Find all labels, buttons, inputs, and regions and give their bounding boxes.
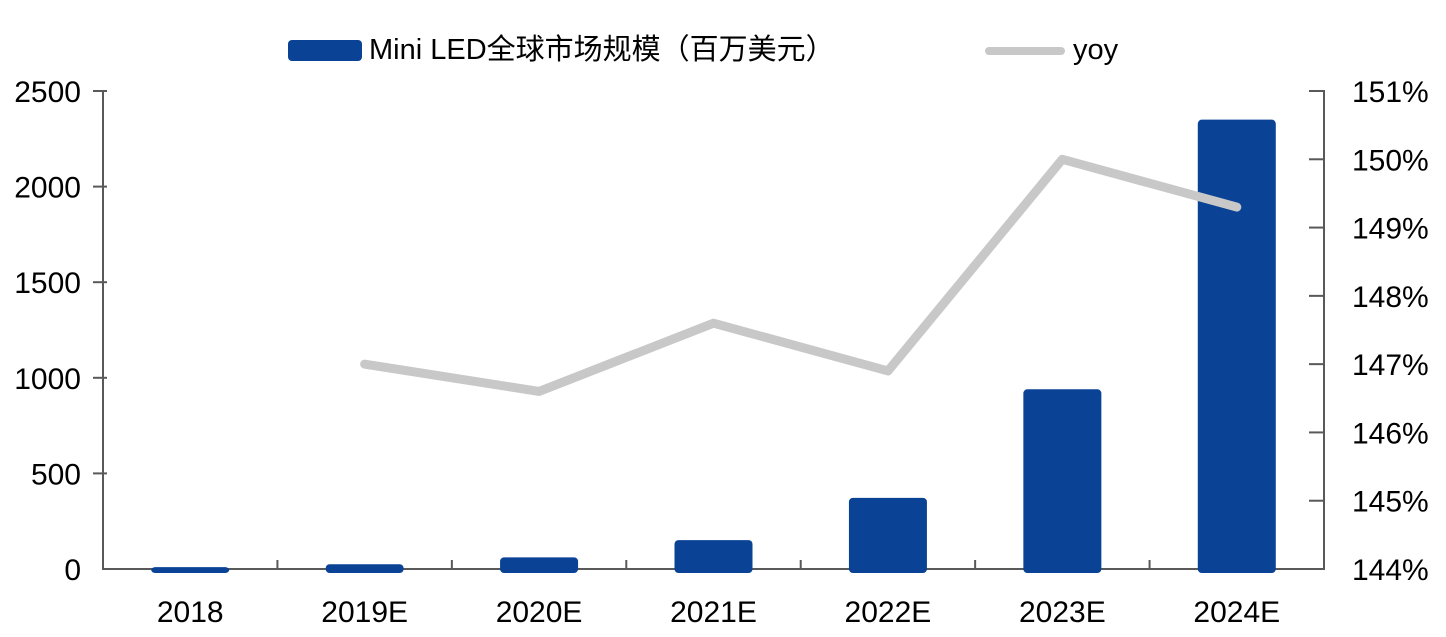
x-axis-label: 2024E (1193, 596, 1280, 629)
x-axis-label: 2020E (496, 596, 583, 629)
x-axis-label: 2019E (321, 596, 408, 629)
x-axis-label: 2018 (157, 596, 224, 629)
x-axis-label: 2023E (1019, 596, 1106, 629)
bar-2023E (1023, 389, 1102, 573)
bar-series-swatch (288, 40, 362, 61)
line-series-swatch (985, 46, 1065, 55)
legend-item-market-size: Mini LED全球市场规模（百万美元） (288, 36, 835, 65)
legend-item-yoy: yoy (985, 36, 1118, 65)
yoy-line (360, 154, 1242, 396)
line-series-label: yoy (1073, 34, 1119, 66)
left-axis-tick-label: 1000 (14, 363, 81, 396)
bar-2018 (151, 567, 230, 573)
right-axis-tick-label: 151% (1352, 76, 1429, 109)
bar-series-label: Mini LED全球市场规模（百万美元） (369, 34, 835, 66)
x-axis-label: 2022E (845, 596, 932, 629)
x-axis-label: 2021E (670, 596, 757, 629)
bar-2020E (500, 557, 579, 573)
left-axis-tick-label: 1500 (14, 267, 81, 300)
right-axis-tick-label: 148% (1352, 281, 1429, 314)
left-axis-tick-label: 0 (64, 554, 81, 587)
bar-2021E (674, 540, 753, 573)
right-axis-tick-label: 150% (1352, 144, 1429, 177)
left-axis-tick-label: 2000 (14, 172, 81, 205)
right-axis-tick-label: 145% (1352, 486, 1429, 519)
left-axis-tick-label: 2500 (14, 76, 81, 109)
left-axis-tick-label: 500 (31, 458, 81, 491)
bar-2022E (848, 497, 927, 573)
right-axis-tick-label: 147% (1352, 349, 1429, 382)
right-axis-tick-label: 149% (1352, 213, 1429, 246)
right-axis-tick-label: 144% (1352, 554, 1429, 587)
right-axis-tick-label: 146% (1352, 417, 1429, 450)
bar-2024E (1197, 119, 1276, 574)
bar-2019E (325, 564, 404, 573)
